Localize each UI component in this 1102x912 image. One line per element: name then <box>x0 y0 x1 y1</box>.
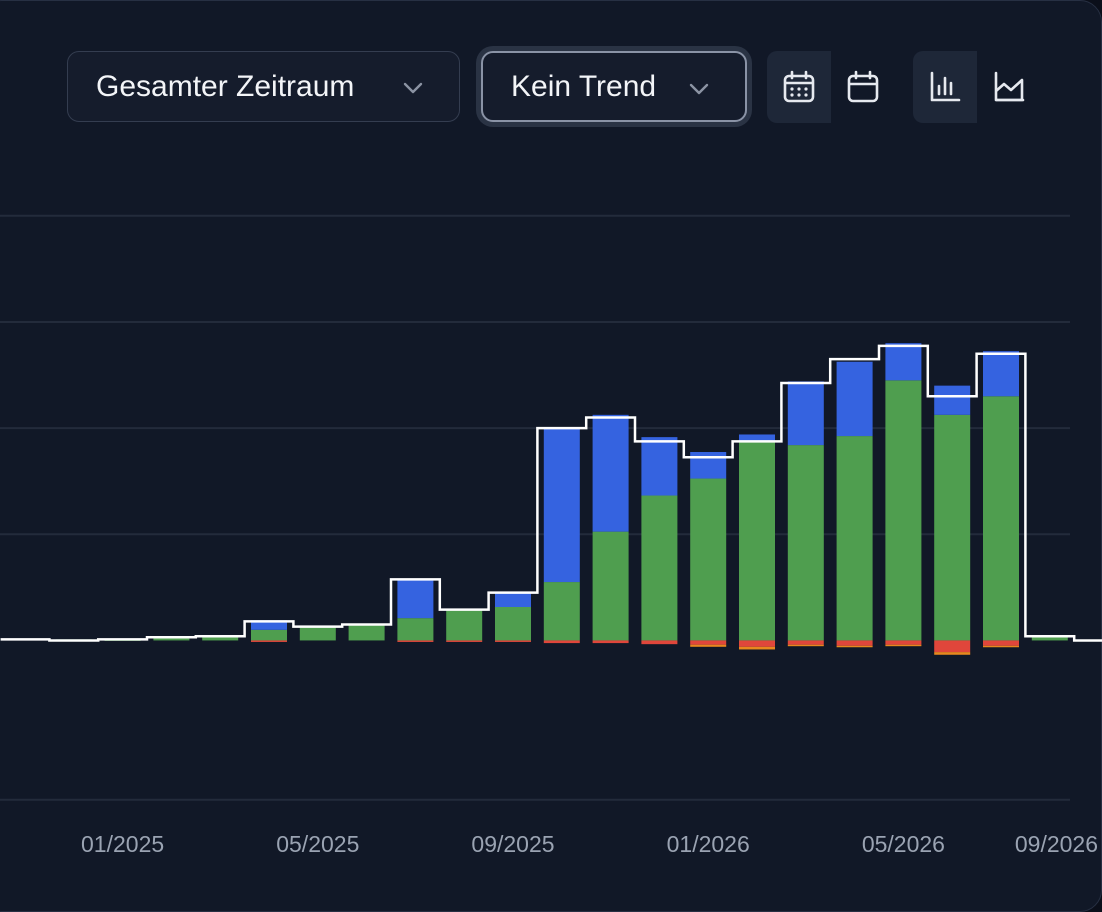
bar-segment-blue <box>739 434 775 442</box>
bar-segment-blue <box>495 592 531 607</box>
bar-segment-green <box>983 396 1019 641</box>
calendar-icon <box>847 70 879 103</box>
chart-step-line <box>0 344 1102 642</box>
bar-chart-button[interactable] <box>913 51 977 123</box>
bar-segment-green <box>543 582 580 641</box>
chart-type-toggle <box>913 51 1041 123</box>
bar-segment-blue <box>397 579 434 619</box>
bar-segment-green <box>348 624 385 641</box>
bar-segment-red <box>251 640 287 642</box>
bar-segment-blue <box>983 351 1019 397</box>
bar-segment-green <box>397 618 434 641</box>
bar-segment-orange <box>787 644 824 647</box>
bar-segment-red <box>934 640 971 653</box>
bar-segment-red <box>446 640 483 642</box>
chart-bars <box>55 343 1068 655</box>
bar-segment-red <box>787 640 824 645</box>
time-range-select[interactable]: Gesamter Zeitraum <box>67 51 460 122</box>
area-chart-button[interactable] <box>977 51 1041 123</box>
calendar-days-icon <box>783 70 815 103</box>
bar-segment-green <box>202 636 239 641</box>
bar-segment-green <box>251 629 287 641</box>
bar-segment-green <box>787 445 824 641</box>
bar-segment-red <box>543 640 580 644</box>
stacked-bar-chart: 01/2025 05/2025 09/2025 01/2026 05/2026 09/20… <box>0 214 1102 857</box>
x-axis-ticks: 01/2025 05/2025 09/2025 01/2026 05/2026 09/20… <box>81 831 1098 857</box>
bar-segment-green <box>690 478 727 641</box>
bar-segment-green <box>592 531 629 641</box>
x-tick-label: 05/2025 <box>276 831 359 857</box>
bar-segment-red <box>690 640 727 645</box>
bar-segment-blue <box>934 385 971 415</box>
bar-segment-blue <box>885 343 922 381</box>
bar-segment-green <box>153 637 190 641</box>
bar-segment-blue <box>543 428 580 583</box>
total-step-line <box>0 344 1102 642</box>
chevron-down-icon <box>689 83 709 95</box>
bar-segment-green <box>885 380 922 641</box>
bar-segment-blue <box>641 437 678 496</box>
bar-segment-red <box>641 640 678 645</box>
bar-segment-red <box>983 640 1019 646</box>
bar-segment-orange <box>836 645 873 648</box>
bar-segment-green <box>495 606 531 641</box>
bar-segment-red <box>885 640 922 645</box>
bar-segment-orange <box>690 644 727 647</box>
time-range-label: Gesamter Zeitraum <box>96 69 355 103</box>
chart-toolbar: Gesamter Zeitraum Kein Trend <box>0 0 1102 130</box>
x-tick-label: 09/2025 <box>471 831 554 857</box>
bar-segment-green <box>836 436 873 641</box>
bar-segment-orange <box>739 646 775 650</box>
bar-segment-red <box>836 640 873 646</box>
bar-segment-blue <box>592 414 629 532</box>
bar-segment-green <box>934 414 971 641</box>
bar-segment-blue <box>787 381 824 446</box>
bar-segment-red <box>592 640 629 644</box>
chevron-down-icon <box>403 82 423 94</box>
bar-segment-green <box>739 441 775 641</box>
bar-segment-orange <box>983 645 1019 648</box>
bar-segment-red <box>495 640 531 642</box>
bar-segment-orange <box>934 652 971 655</box>
trend-label: Kein Trend <box>511 69 657 103</box>
x-tick-label: 09/2026 <box>1015 831 1098 857</box>
bar-segment-orange <box>885 644 922 647</box>
x-tick-label: 01/2025 <box>81 831 164 857</box>
trend-select[interactable]: Kein Trend <box>481 51 747 122</box>
bar-segment-green <box>446 609 483 641</box>
x-tick-label: 05/2026 <box>862 831 945 857</box>
bar-segment-blue <box>251 620 287 630</box>
bar-segment-green <box>299 626 336 641</box>
bar-chart-icon <box>930 71 961 102</box>
monthly-view-button[interactable] <box>831 51 895 123</box>
bar-segment-red <box>739 640 775 647</box>
bar-segment-red <box>397 640 434 642</box>
daily-view-button[interactable] <box>767 51 831 123</box>
bar-segment-blue <box>690 451 727 479</box>
granularity-toggle <box>767 51 895 123</box>
area-chart-icon <box>994 71 1025 102</box>
bar-segment-green <box>641 495 678 641</box>
bar-segment-green <box>1031 636 1068 641</box>
x-tick-label: 01/2026 <box>667 831 750 857</box>
bar-segment-blue <box>836 361 873 437</box>
